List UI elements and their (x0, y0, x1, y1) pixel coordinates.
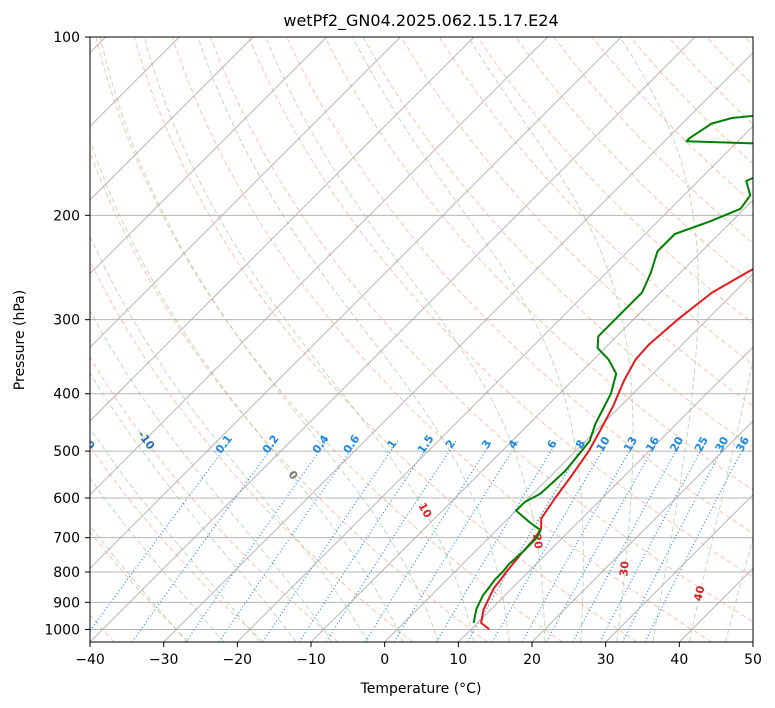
x-tick-label: 0 (380, 652, 389, 668)
y-tick-label: 500 (53, 444, 80, 460)
dry-adiabat-line (90, 356, 339, 642)
x-tick-label: 40 (670, 652, 688, 668)
moist-adiabat-line (619, 37, 699, 642)
y-tick-label: 1000 (44, 622, 80, 638)
x-tick-label: −30 (149, 652, 179, 668)
mixing-ratio-line (621, 440, 728, 642)
temperature-profile-line (480, 268, 753, 631)
moist-adiabat-line (352, 37, 584, 642)
dry-adiabats (90, 37, 753, 642)
moist-adiabat-line (90, 427, 261, 642)
moist-adiabat-line (90, 371, 297, 642)
x-tick-label: 30 (597, 652, 615, 668)
isotherm-line (90, 37, 475, 422)
moist-adiabat-label: 30 (617, 560, 632, 577)
isotherm-line (531, 420, 753, 642)
dry-adiabat-line (438, 37, 753, 366)
mixing-ratio-line (325, 440, 457, 642)
moist-adiabat-line (265, 37, 546, 642)
isotherm-line (90, 37, 622, 570)
y-tick-label: 100 (53, 30, 80, 46)
moist-adiabat-line (688, 358, 753, 642)
x-tick-label: 20 (523, 652, 541, 668)
mixing-ratio-line (435, 440, 558, 642)
isotherm-line (90, 37, 696, 642)
y-tick-label: 200 (53, 208, 80, 224)
isotherm-line (90, 37, 254, 201)
dry-adiabat-line (324, 37, 753, 491)
isotherm-line (90, 37, 328, 275)
moist-adiabat-line (90, 235, 369, 642)
isotherm-line (457, 346, 753, 642)
dry-adiabat-line (133, 37, 638, 642)
plot-background (90, 37, 753, 642)
moist-adiabat-line (725, 536, 753, 642)
x-tick-label: 10 (449, 652, 467, 668)
y-tick-label: 600 (53, 491, 80, 507)
mixing-ratio-line (599, 440, 707, 642)
moist-adiabat-label: 20 (530, 533, 545, 550)
y-tick-label: 900 (53, 595, 80, 611)
isobar-gridlines (90, 37, 753, 630)
y-tick-label: 400 (53, 387, 80, 403)
isotherm-line (90, 37, 549, 496)
mixing-ratio-line (364, 440, 493, 642)
x-tick-label: −20 (223, 652, 253, 668)
isotherm-line (605, 493, 753, 642)
mixing-ratio-line (262, 440, 399, 642)
moist-adiabat-line (90, 477, 225, 642)
isotherm-line (384, 272, 753, 642)
dry-adiabat-line (400, 37, 753, 407)
x-axis-ticks: −40 −30 −20 −10 0 10 20 30 40 50 (75, 642, 762, 668)
dry-adiabat-line (171, 37, 712, 642)
dry-adiabat-line (248, 37, 753, 578)
moist-adiabat-line (467, 37, 634, 642)
x-axis-label: Temperature (°C) (360, 681, 482, 697)
moist-adiabat-label: 40 (691, 584, 707, 602)
plot-frame (89, 36, 754, 643)
mixing-ratio-label: 25 (692, 434, 711, 454)
isotherm-line (90, 37, 401, 349)
chart-title: wetPf2_GN04.2025.062.15.17.E24 (283, 11, 558, 31)
isotherms (90, 37, 753, 642)
dry-adiabat-line (90, 445, 264, 642)
isotherm-line (310, 199, 753, 642)
dry-adiabat-line (210, 37, 753, 623)
mixing-ratio-line (572, 440, 683, 642)
mixing-ratio-line (491, 440, 609, 642)
moist-adiabat-line (90, 309, 333, 642)
x-tick-label: 50 (744, 652, 762, 668)
dry-adiabat-line (90, 531, 190, 642)
y-axis-ticks: 100 200 300 400 500 600 700 800 900 1000 (44, 30, 90, 638)
moist-adiabat-line (143, 37, 475, 642)
dry-adiabat-line (95, 37, 563, 642)
dry-adiabat-line (515, 37, 753, 284)
data-series (472, 114, 753, 631)
y-tick-label: 300 (53, 313, 80, 329)
y-tick-label: 700 (53, 531, 80, 547)
dry-adiabat-label: -20 (75, 428, 97, 452)
dewpoint-profile-line (472, 114, 753, 624)
moist-adiabat-line (90, 138, 404, 642)
isotherm-line (236, 125, 753, 642)
mixing-ratio-line (218, 440, 358, 642)
y-tick-label: 800 (53, 565, 80, 581)
moist-adiabats (90, 37, 753, 642)
isotherm-line (163, 51, 753, 642)
dry-adiabat-line (90, 150, 488, 642)
mixing-ratio-label: 36 (733, 434, 752, 454)
x-tick-label: −10 (296, 652, 326, 668)
moist-adiabat-line (197, 37, 510, 642)
y-axis-label: Pressure (hPa) (12, 290, 28, 390)
moist-adiabat-line (99, 37, 439, 642)
x-tick-label: −40 (75, 652, 105, 668)
